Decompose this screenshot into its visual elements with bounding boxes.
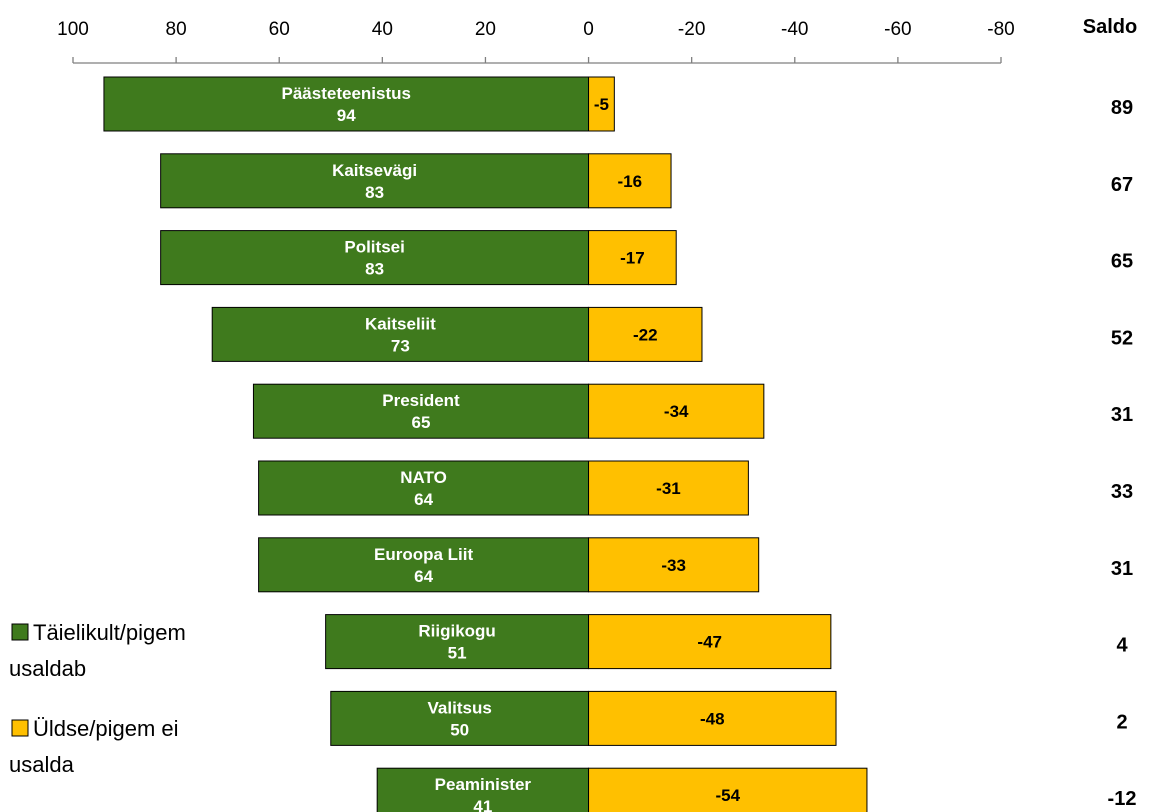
bar-positive	[258, 460, 590, 516]
saldo-value: -12	[1108, 788, 1137, 810]
saldo-value: 89	[1111, 97, 1133, 119]
bar-negative	[588, 614, 832, 670]
category-label: Riigikogu	[418, 622, 495, 641]
category-label: Peaminister	[435, 775, 532, 794]
bar-negative	[588, 537, 760, 593]
x-tick-label: 100	[57, 19, 89, 40]
saldo-value: 31	[1111, 558, 1133, 580]
legend-label-line1: Täielikult/pigem	[33, 620, 186, 645]
legend: Täielikult/pigem usaldab Üldse/pigem ei usa…	[9, 620, 186, 777]
bar-negative	[588, 383, 765, 439]
negative-value-label: -31	[656, 479, 681, 498]
category-label: Euroopa Liit	[374, 545, 474, 564]
category-label: Kaitseliit	[365, 314, 436, 333]
bars: Päästeteenistus 94 -5 Kaitsevägi 83 -16 Polits…	[103, 76, 868, 812]
category-label: Kaitsevägi	[332, 161, 417, 180]
x-tick-label: 60	[269, 19, 290, 40]
bar-negative	[588, 230, 677, 286]
bar-negative	[588, 76, 615, 132]
legend-swatch	[11, 719, 29, 737]
bar-positive	[160, 230, 590, 286]
x-axis: 100 80 60 40 20 0 -20 -40 -60 -80	[57, 19, 1015, 64]
bar-positive	[160, 153, 590, 209]
x-tick-label: 40	[372, 19, 393, 40]
positive-value-label: 64	[414, 567, 433, 586]
negative-value-label: -5	[594, 95, 609, 114]
x-tick-label: 20	[475, 19, 496, 40]
saldo-value: 31	[1111, 404, 1133, 426]
saldo-title: Saldo	[1083, 16, 1137, 38]
category-label: Päästeteenistus	[282, 84, 411, 103]
positive-value-label: 83	[365, 183, 384, 202]
legend-label-line2: usalda	[9, 752, 75, 777]
bar-positive	[103, 76, 590, 132]
bar-positive	[330, 690, 590, 746]
negative-value-label: -33	[661, 556, 686, 575]
x-tick-label: -40	[781, 19, 808, 40]
positive-value-label: 51	[448, 644, 467, 663]
bar-negative	[588, 690, 837, 746]
bar-negative	[588, 460, 749, 516]
negative-value-label: -47	[697, 633, 722, 652]
bar-negative	[588, 767, 868, 812]
category-label: President	[382, 391, 460, 410]
saldo-value: 65	[1111, 251, 1133, 273]
x-tick-label: -60	[884, 19, 911, 40]
x-tick-label: -80	[987, 19, 1014, 40]
positive-value-label: 73	[391, 336, 410, 355]
category-label: Politsei	[344, 238, 404, 257]
negative-value-label: -22	[633, 325, 658, 344]
x-tick-label: -20	[678, 19, 705, 40]
bar-negative	[588, 306, 703, 362]
positive-value-label: 64	[414, 490, 433, 509]
category-label: Valitsus	[428, 698, 492, 717]
negative-value-label: -17	[620, 249, 645, 268]
saldo-value: 4	[1116, 635, 1128, 657]
saldo-value: 2	[1116, 711, 1127, 733]
category-label: NATO	[400, 468, 447, 487]
negative-value-label: -16	[618, 172, 643, 191]
legend-label-line1: Üldse/pigem ei	[33, 716, 179, 741]
bar-positive	[258, 537, 590, 593]
bar-negative	[588, 153, 672, 209]
positive-value-label: 94	[337, 106, 356, 125]
x-tick-label: 0	[583, 19, 594, 40]
saldo-value: 33	[1111, 481, 1133, 503]
bar-positive	[325, 614, 590, 670]
legend-label-line2: usaldab	[9, 656, 86, 681]
bar-positive	[211, 306, 590, 362]
positive-value-label: 41	[473, 797, 492, 812]
x-tick-label: 80	[166, 19, 187, 40]
bar-positive	[252, 383, 590, 439]
saldo-column: Saldo 89 67 65 52 31 33 31 4 2 -12	[1083, 16, 1137, 810]
bar-positive	[376, 767, 590, 812]
negative-value-label: -48	[700, 709, 725, 728]
negative-value-label: -34	[664, 402, 689, 421]
saldo-value: 52	[1111, 327, 1133, 349]
saldo-value: 67	[1111, 174, 1133, 196]
positive-value-label: 65	[412, 413, 431, 432]
positive-value-label: 83	[365, 260, 384, 279]
positive-value-label: 50	[450, 720, 469, 739]
negative-value-label: -54	[715, 786, 740, 805]
legend-swatch	[11, 623, 29, 641]
